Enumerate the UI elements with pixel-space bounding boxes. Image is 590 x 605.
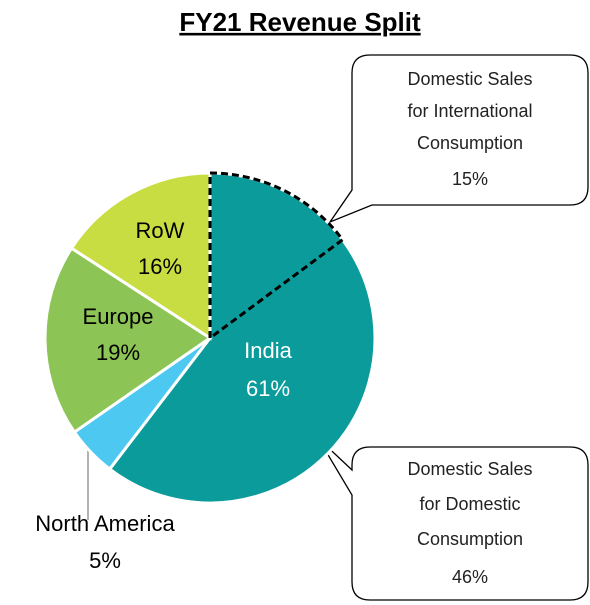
callout-bubble bbox=[328, 54, 589, 224]
slice-label: Europe bbox=[83, 304, 154, 329]
slice-value-label: 5% bbox=[89, 548, 121, 573]
callout-text: for Domestic bbox=[419, 494, 520, 514]
pie-slice bbox=[69, 171, 212, 341]
pie-slice bbox=[43, 246, 213, 435]
callout-text: for International bbox=[407, 101, 532, 121]
callout-text: Domestic Sales bbox=[407, 459, 532, 479]
callout-value: 46% bbox=[452, 567, 488, 587]
callout-text: Consumption bbox=[417, 529, 523, 549]
slice-label: North America bbox=[35, 511, 175, 536]
slice-label: India bbox=[244, 338, 292, 363]
slice-value-label: 19% bbox=[96, 340, 140, 365]
callout-text: Domestic Sales bbox=[407, 69, 532, 89]
callout-value: 15% bbox=[452, 169, 488, 189]
callout-bubble bbox=[317, 437, 589, 601]
chart-title: FY21 Revenue Split bbox=[179, 7, 421, 37]
slice-value-label: 16% bbox=[138, 254, 182, 279]
callout-text: Consumption bbox=[417, 133, 523, 153]
slice-value-label: 61% bbox=[246, 376, 290, 401]
sub-sector-outline bbox=[208, 171, 345, 341]
slice-label: RoW bbox=[136, 218, 185, 243]
